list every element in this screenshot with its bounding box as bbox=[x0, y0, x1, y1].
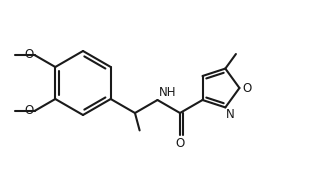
Text: O: O bbox=[242, 82, 252, 95]
Text: N: N bbox=[226, 108, 235, 121]
Text: O: O bbox=[175, 137, 185, 150]
Text: O: O bbox=[24, 104, 33, 117]
Text: NH: NH bbox=[158, 86, 176, 99]
Text: O: O bbox=[24, 49, 33, 62]
